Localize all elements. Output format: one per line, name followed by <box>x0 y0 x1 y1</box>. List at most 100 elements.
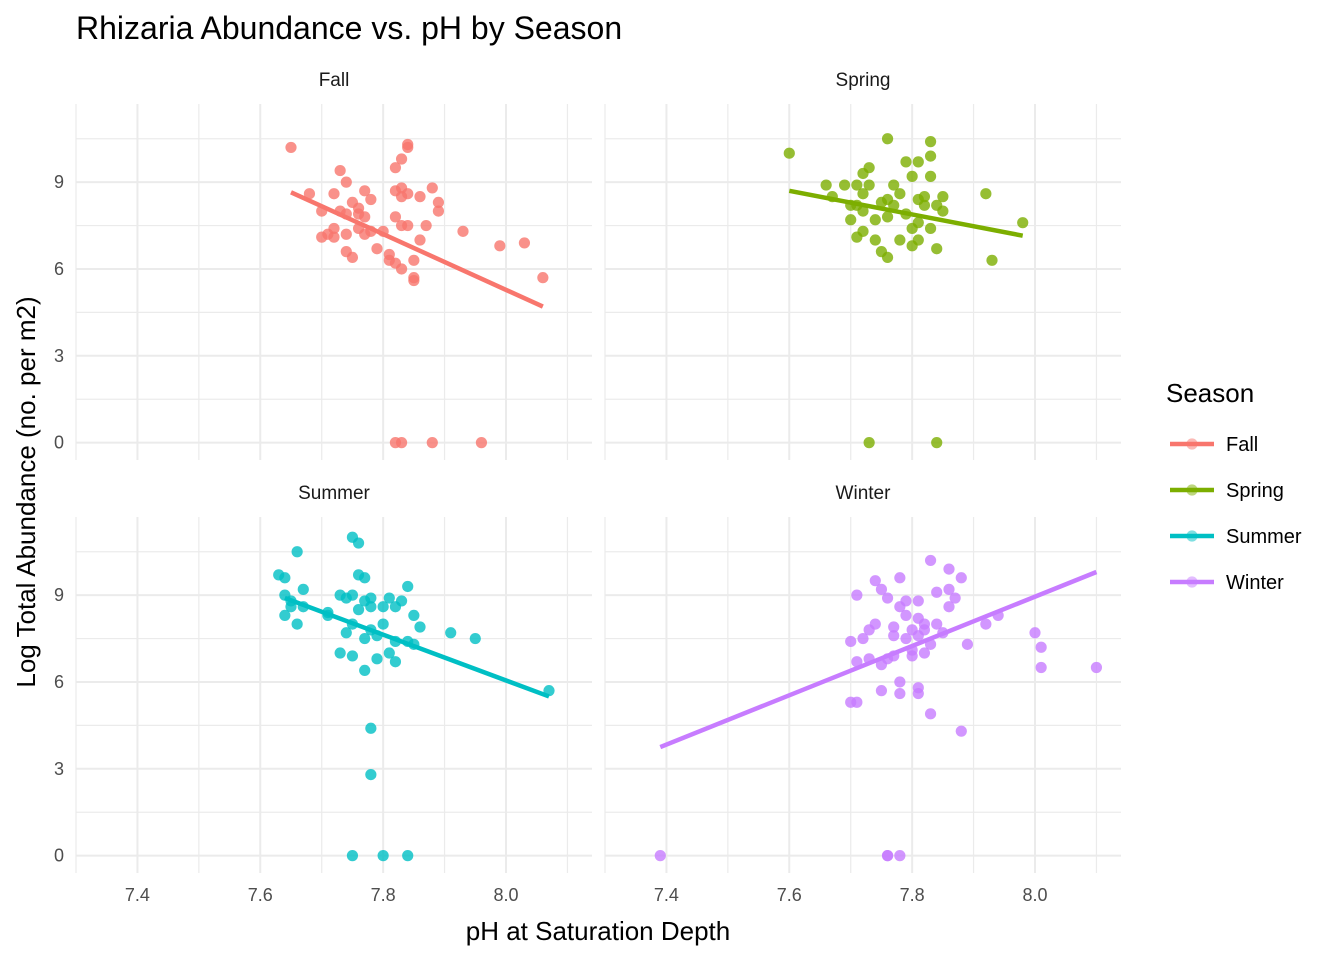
data-point <box>931 243 943 255</box>
y-tick-label: 6 <box>54 672 64 692</box>
data-point <box>1029 627 1041 639</box>
data-point <box>918 191 931 203</box>
data-point <box>783 147 795 159</box>
facet-panel-spring: Spring <box>604 70 1121 460</box>
legend-key-point <box>1186 530 1198 542</box>
data-point <box>900 156 912 168</box>
data-point <box>906 650 918 662</box>
data-point <box>414 621 426 633</box>
y-tick-label: 3 <box>54 346 64 366</box>
data-point <box>912 217 924 229</box>
x-tick-label: 8.0 <box>1022 885 1047 905</box>
data-point <box>365 601 377 613</box>
y-tick-label: 0 <box>54 846 64 866</box>
data-point <box>851 589 863 601</box>
data-point <box>365 768 377 781</box>
data-point <box>857 225 869 237</box>
legend-title: Season <box>1166 378 1254 408</box>
data-point <box>414 234 426 246</box>
y-tick-label: 9 <box>54 585 64 605</box>
data-point <box>955 725 967 737</box>
legend-item-fall: Fall <box>1170 434 1258 456</box>
data-point <box>820 179 832 191</box>
data-point <box>888 630 900 642</box>
data-point <box>389 162 402 174</box>
data-point <box>371 653 383 665</box>
y-axis-title: Log Total Abundance (no. per m2) <box>11 296 41 687</box>
data-point <box>900 609 912 622</box>
data-point <box>365 592 377 604</box>
data-point <box>426 182 438 194</box>
x-tick-label: 7.8 <box>371 885 396 905</box>
trend-line <box>290 190 544 309</box>
x-tick-label: 7.4 <box>654 885 679 905</box>
x-axis-title: pH at Saturation Depth <box>466 916 731 946</box>
legend-label: Winter <box>1226 572 1284 594</box>
data-point <box>918 624 931 636</box>
legend-label: Summer <box>1226 526 1302 548</box>
data-point <box>1035 641 1047 653</box>
data-point <box>931 437 943 449</box>
x-tick-label: 7.6 <box>248 885 273 905</box>
data-point <box>869 234 881 246</box>
data-point <box>857 632 869 645</box>
legend: Season Fall Spring Summer Winter <box>1166 378 1302 594</box>
data-point <box>845 214 857 226</box>
data-point <box>402 138 414 151</box>
data-point <box>900 595 912 607</box>
data-point <box>863 437 875 449</box>
y-tick-label: 3 <box>54 759 64 779</box>
y-tick-label: 9 <box>54 172 64 192</box>
x-tick-label: 7.6 <box>777 885 802 905</box>
data-point <box>383 647 395 659</box>
data-point <box>389 656 402 668</box>
data-point <box>334 164 346 177</box>
x-tick-label: 7.8 <box>900 885 925 905</box>
data-point <box>359 664 371 676</box>
data-point <box>980 618 992 630</box>
data-point <box>402 580 414 593</box>
data-point <box>389 211 402 223</box>
data-point <box>328 188 340 200</box>
data-point <box>494 240 506 252</box>
data-point <box>906 170 918 182</box>
data-point <box>888 179 900 191</box>
data-point <box>949 592 961 604</box>
data-point <box>863 179 875 191</box>
data-point <box>851 179 863 191</box>
legend-item-spring: Spring <box>1170 480 1284 502</box>
data-point <box>395 595 408 607</box>
data-point <box>402 850 414 862</box>
legend-key-point <box>1186 484 1198 496</box>
data-point <box>894 234 906 246</box>
data-point <box>881 211 894 223</box>
facet-panel-fall: Fall 0 3 6 9 <box>54 70 592 460</box>
data-point <box>875 583 888 595</box>
data-point <box>937 191 949 203</box>
data-point <box>352 537 365 549</box>
data-point <box>912 595 924 607</box>
data-point <box>1035 661 1047 674</box>
data-point <box>395 153 408 165</box>
data-point <box>924 170 937 182</box>
data-point <box>894 676 906 688</box>
data-point <box>346 251 359 263</box>
y-tick-label: 6 <box>54 259 64 279</box>
data-point <box>328 231 340 243</box>
data-point <box>931 618 943 630</box>
data-point <box>359 572 371 584</box>
data-point <box>924 150 937 162</box>
data-point <box>365 193 377 206</box>
data-point <box>924 708 937 720</box>
data-point <box>359 185 371 197</box>
data-point <box>285 601 297 613</box>
data-point <box>303 188 316 200</box>
data-point <box>426 437 438 449</box>
data-point <box>408 254 420 266</box>
facet-strip-label: Spring <box>836 70 891 91</box>
data-point <box>924 136 937 148</box>
facet-strip-label: Summer <box>298 483 370 504</box>
data-point <box>937 205 949 217</box>
legend-label: Spring <box>1226 480 1284 502</box>
trend-line <box>788 188 1024 238</box>
